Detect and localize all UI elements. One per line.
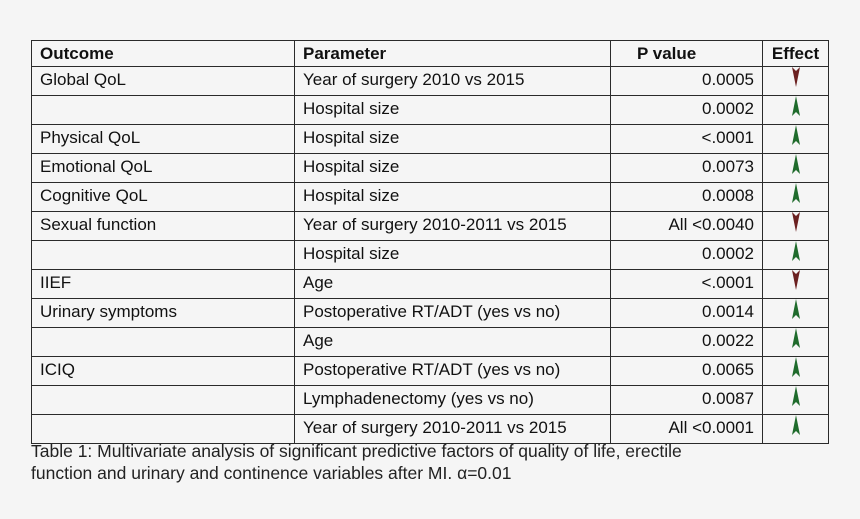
- outcome-cell: Cognitive QoL: [31, 182, 295, 212]
- outcome-cell: Urinary symptoms: [31, 298, 295, 328]
- table-caption: Table 1: Multivariate analysis of signif…: [31, 440, 831, 484]
- parameter-cell: Age: [294, 327, 611, 357]
- effect-cell: [762, 385, 829, 415]
- table-row: Cognitive QoL Hospital size 0.0008: [31, 182, 829, 212]
- table-row: Global QoL Year of surgery 2010 vs 2015 …: [31, 66, 829, 96]
- parameter-cell: Hospital size: [294, 95, 611, 125]
- caption-line-2: function and urinary and continence vari…: [31, 463, 512, 483]
- effect-cell: [762, 95, 829, 125]
- pvalue-cell: 0.0087: [610, 385, 763, 415]
- outcome-cell: ICIQ: [31, 356, 295, 386]
- effect-cell: [762, 240, 829, 270]
- arrow-down-icon: [791, 270, 801, 298]
- parameter-cell: Postoperative RT/ADT (yes vs no): [294, 356, 611, 386]
- header-row: Outcome Parameter P value Effect: [31, 40, 829, 67]
- arrow-up-icon: [791, 96, 801, 124]
- table-row: Sexual function Year of surgery 2010-201…: [31, 211, 829, 241]
- outcome-cell: Emotional QoL: [31, 153, 295, 183]
- parameter-cell: Lymphadenectomy (yes vs no): [294, 385, 611, 415]
- effect-cell: [762, 211, 829, 241]
- effect-cell: [762, 356, 829, 386]
- outcome-cell: Global QoL: [31, 66, 295, 96]
- pvalue-cell: 0.0073: [610, 153, 763, 183]
- table-row: Urinary symptoms Postoperative RT/ADT (y…: [31, 298, 829, 328]
- pvalue-cell: 0.0022: [610, 327, 763, 357]
- arrow-up-icon: [791, 183, 801, 211]
- header-outcome: Outcome: [31, 40, 295, 67]
- pvalue-cell: 0.0065: [610, 356, 763, 386]
- arrow-up-icon: [791, 386, 801, 414]
- parameter-cell: Year of surgery 2010-2011 vs 2015: [294, 414, 611, 444]
- table-row: Hospital size 0.0002: [31, 95, 829, 125]
- effect-cell: [762, 269, 829, 299]
- pvalue-cell: 0.0008: [610, 182, 763, 212]
- parameter-cell: Year of surgery 2010-2011 vs 2015: [294, 211, 611, 241]
- arrow-up-icon: [791, 357, 801, 385]
- pvalue-cell: <.0001: [610, 269, 763, 299]
- outcome-cell: [31, 240, 295, 270]
- effect-cell: [762, 124, 829, 154]
- pvalue-cell: 0.0002: [610, 95, 763, 125]
- effect-cell: [762, 414, 829, 444]
- arrow-up-icon: [791, 328, 801, 356]
- header-pvalue: P value: [610, 40, 763, 67]
- arrow-up-icon: [791, 415, 801, 443]
- outcome-cell: Physical QoL: [31, 124, 295, 154]
- table-row: Age 0.0022: [31, 327, 829, 357]
- outcome-cell: IIEF: [31, 269, 295, 299]
- pvalue-cell: <.0001: [610, 124, 763, 154]
- arrow-down-icon: [791, 212, 801, 240]
- outcome-cell: [31, 414, 295, 444]
- header-effect: Effect: [762, 40, 829, 67]
- effect-cell: [762, 327, 829, 357]
- header-parameter: Parameter: [294, 40, 611, 67]
- parameter-cell: Hospital size: [294, 182, 611, 212]
- pvalue-cell: 0.0014: [610, 298, 763, 328]
- parameter-cell: Hospital size: [294, 124, 611, 154]
- effect-cell: [762, 298, 829, 328]
- pvalue-cell: All <0.0040: [610, 211, 763, 241]
- parameter-cell: Year of surgery 2010 vs 2015: [294, 66, 611, 96]
- pvalue-cell: 0.0005: [610, 66, 763, 96]
- arrow-up-icon: [791, 241, 801, 269]
- table-row: Lymphadenectomy (yes vs no) 0.0087: [31, 385, 829, 415]
- caption-line-1: Table 1: Multivariate analysis of signif…: [31, 441, 682, 461]
- table-row: Physical QoL Hospital size <.0001: [31, 124, 829, 154]
- arrow-up-icon: [791, 125, 801, 153]
- outcome-cell: [31, 95, 295, 125]
- pvalue-cell: 0.0002: [610, 240, 763, 270]
- arrow-up-icon: [791, 299, 801, 327]
- parameter-cell: Postoperative RT/ADT (yes vs no): [294, 298, 611, 328]
- table-row: Year of surgery 2010-2011 vs 2015 All <0…: [31, 414, 829, 444]
- effect-cell: [762, 153, 829, 183]
- results-table: Outcome Parameter P value Effect Global …: [31, 40, 829, 444]
- table-row: Emotional QoL Hospital size 0.0073: [31, 153, 829, 183]
- parameter-cell: Age: [294, 269, 611, 299]
- arrow-up-icon: [791, 154, 801, 182]
- table-row: Hospital size 0.0002: [31, 240, 829, 270]
- arrow-down-icon: [791, 67, 801, 95]
- table-row: IIEF Age <.0001: [31, 269, 829, 299]
- effect-cell: [762, 182, 829, 212]
- effect-cell: [762, 66, 829, 96]
- parameter-cell: Hospital size: [294, 240, 611, 270]
- parameter-cell: Hospital size: [294, 153, 611, 183]
- outcome-cell: [31, 327, 295, 357]
- outcome-cell: [31, 385, 295, 415]
- table-row: ICIQ Postoperative RT/ADT (yes vs no) 0.…: [31, 356, 829, 386]
- pvalue-cell: All <0.0001: [610, 414, 763, 444]
- outcome-cell: Sexual function: [31, 211, 295, 241]
